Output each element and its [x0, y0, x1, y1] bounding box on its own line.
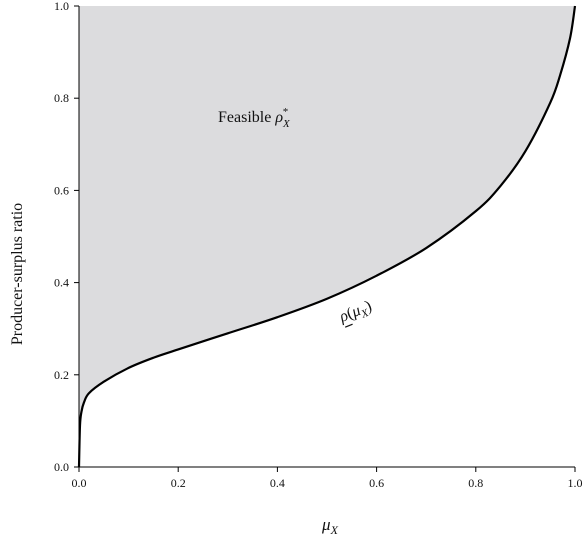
x-tick-label: 0.4 — [270, 476, 285, 490]
y-tick-label: 0.8 — [54, 91, 69, 105]
x-tick-label: 0.0 — [72, 476, 87, 490]
y-tick-label: 0.2 — [54, 368, 69, 382]
x-tick-label: 0.6 — [369, 476, 384, 490]
y-axis-label: Producer-surplus ratio — [9, 203, 26, 345]
y-tick-label: 0.4 — [54, 276, 69, 290]
y-tick-label: 0.0 — [54, 460, 69, 474]
x-axis-ticks: 0.0 0.2 0.4 0.6 0.8 1.0 — [72, 467, 583, 490]
x-tick-label: 0.8 — [468, 476, 483, 490]
x-tick-label: 1.0 — [568, 476, 583, 490]
x-axis-label: μX — [321, 515, 339, 537]
feasible-region-label: Feasible ρX* — [218, 106, 291, 130]
y-tick-label: 0.6 — [54, 183, 69, 197]
x-tick-label: 0.2 — [171, 476, 186, 490]
boundary-curve — [77, 5, 577, 468]
curve-label: ρ(μX) — [336, 298, 375, 329]
plot-area — [77, 5, 577, 468]
svg-text:ρ(μX): ρ(μX) — [336, 298, 375, 329]
y-axis-ticks: 0.0 0.2 0.4 0.6 0.8 1.0 — [54, 0, 79, 474]
feasible-region — [79, 6, 575, 467]
y-tick-label: 1.0 — [54, 0, 69, 13]
